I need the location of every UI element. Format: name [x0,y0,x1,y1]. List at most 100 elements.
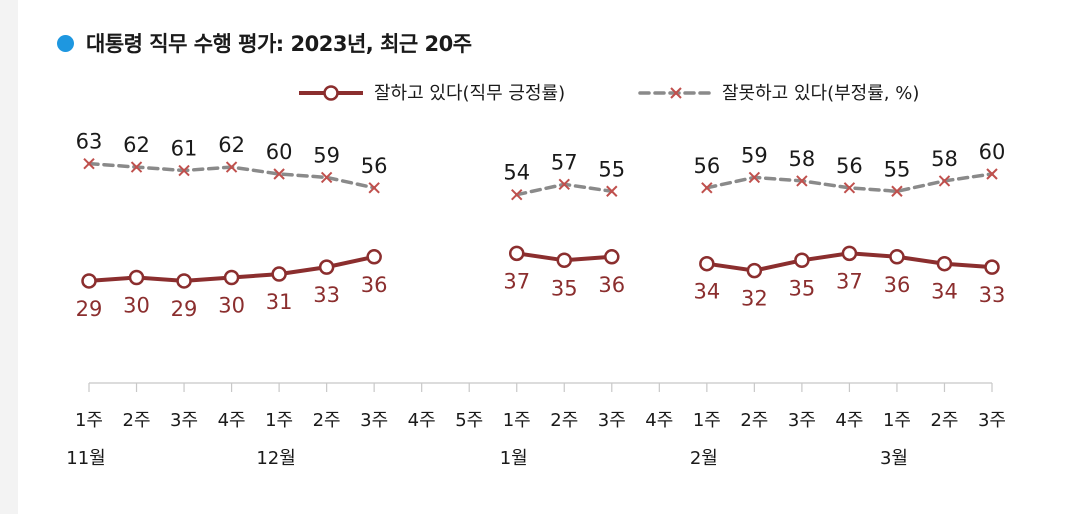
legend-disapprove-marker [670,87,682,99]
approve-point [746,262,763,279]
approve-point [176,273,192,289]
disapprove-point [225,161,238,173]
disapprove-data-label: 58 [789,147,816,171]
month-label: 12월 [256,448,295,469]
x-tick-label: 2주 [740,410,768,431]
x-tick-label: 2주 [930,410,958,431]
disapprove-point [606,185,618,197]
disapprove-marker-x [83,157,95,170]
legend: 잘하고 있다(직무 긍정률) 잘못하고 있다(부정률, %) [299,83,919,104]
legend-disapprove-label: 잘못하고 있다(부정률, %) [722,83,919,104]
approve-data-label: 33 [313,283,340,307]
disapprove-marker-x [320,171,333,184]
approve-data-label: 30 [123,294,150,318]
disapprove-marker-x [891,185,903,197]
x-tick-label: 2주 [123,410,151,431]
title-bullet-icon [57,34,74,52]
disapprove-data-label: 59 [741,143,768,167]
approve-point [556,252,573,268]
disapprove-marker-x [368,182,380,194]
x-tick-label: 3주 [360,410,388,431]
disapprove-point [891,185,903,197]
x-tick-label: 3주 [170,410,198,431]
approve-data-label: 32 [741,287,768,311]
chart-title-block: 대통령 직무 수행 평가: 2023년, 최근 20주 [57,28,472,58]
disapprove-data-label: 56 [836,154,863,178]
disapprove-point [178,164,190,177]
chart-title: 대통령 직무 수행 평가: 2023년, 최근 20주 [86,32,472,56]
approve-point [318,259,335,275]
x-tick-label: 1주 [75,410,103,431]
month-label: 2월 [690,448,718,469]
disapprove-marker-x [796,175,808,187]
approve-data-label: 31 [266,290,293,314]
approve-data-label: 36 [361,273,388,297]
disapprove-point [368,182,380,194]
disapprove-marker-x [558,178,570,191]
disapprove-point [796,175,808,187]
approve-data-label: 29 [76,297,103,321]
x-tick-label: 3주 [978,410,1006,431]
disapprove-marker-x [130,161,143,173]
approve-data-label: 33 [979,283,1006,307]
disapprove-series-line [514,182,614,197]
x-tick-label: 4주 [218,410,246,431]
x-tick-label: 1주 [693,410,721,431]
disapprove-point [938,175,951,187]
x-tick-label: 1주 [883,410,911,431]
disapprove-data-label: 56 [693,154,720,178]
approve-point [936,255,953,272]
disapprove-marker-x [178,164,190,177]
approve-point [984,259,1000,275]
disapprove-data-label: 60 [979,140,1006,164]
disapprove-data-label: 57 [551,150,578,174]
month-label: 3월 [880,448,908,469]
disapprove-marker-x [273,168,285,180]
disapprove-point [130,161,143,173]
approve-point [271,266,287,282]
approve-point [366,249,382,265]
disapprove-point [986,168,998,180]
approve-data-label: 35 [789,276,816,300]
disapprove-data-label: 60 [266,140,293,164]
x-tick-label: 4주 [645,410,673,431]
x-tick-label: 3주 [788,410,816,431]
x-tick-label: 1주 [503,410,531,431]
disapprove-data-label: 61 [171,137,198,161]
disapprove-marker-x [511,188,523,201]
disapprove-data-label: 56 [361,154,388,178]
approve-data-label: 30 [218,294,245,318]
x-tick-label: 4주 [835,410,863,431]
legend-approve-marker [323,85,339,101]
approve-data-label: 37 [503,269,530,293]
disapprove-data-label: 62 [218,133,245,157]
month-label: 11월 [66,448,105,469]
approve-data-label: 36 [598,273,625,297]
approve-point [699,255,715,272]
x-tick-label: 5주 [455,410,483,431]
disapprove-marker-x [843,182,856,194]
approve-point [889,249,905,265]
disapprove-data-label: 63 [76,130,103,154]
disapprove-marker-x [748,171,761,184]
x-tick-label: 2주 [313,410,341,431]
disapprove-marker-x [938,175,951,187]
approve-point [223,269,240,286]
approve-point [128,269,145,286]
disapprove-data-label: 54 [503,161,530,185]
month-label: 1월 [500,448,528,469]
x-tick-label: 1주 [265,410,293,431]
approve-point [81,273,97,289]
disapprove-data-label: 58 [931,147,958,171]
approve-data-label: 37 [836,269,863,293]
x-tick-label: 3주 [598,410,626,431]
approve-data-label: 36 [884,273,911,297]
disapprove-point [843,182,856,194]
legend-approve-label: 잘하고 있다(직무 긍정률) [374,83,565,104]
disapprove-data-label: 55 [598,157,625,181]
x-tick-label: 2주 [550,410,578,431]
disapprove-point [83,157,95,170]
disapprove-data-label: 59 [313,143,340,167]
approve-data-label: 35 [551,276,578,300]
approve-data-label: 34 [693,280,720,304]
